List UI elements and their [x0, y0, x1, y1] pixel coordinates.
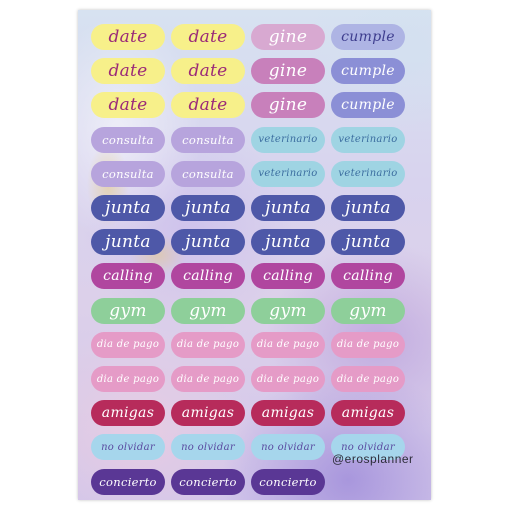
sticker-label: no olvidar	[331, 434, 405, 461]
sticker-label: junta	[171, 195, 245, 221]
sticker-label: date	[171, 24, 245, 50]
sticker-label: junta	[251, 229, 325, 256]
sticker-label: junta	[251, 195, 325, 221]
sticker-label: consulta	[91, 160, 165, 187]
sticker-label: junta	[331, 195, 405, 221]
sticker-label: dia de pago	[91, 366, 165, 392]
sticker-label: calling	[171, 263, 245, 290]
sticker-label: calling	[251, 263, 325, 290]
sticker-label: no olvidar	[91, 434, 165, 461]
brand-handle: @erosplanner	[332, 452, 414, 466]
sticker-label: calling	[91, 263, 165, 290]
sticker-label: veterinario	[251, 126, 325, 153]
sticker-label: date	[91, 92, 165, 119]
sticker-label: veterinario	[331, 160, 405, 187]
sticker-label: junta	[91, 195, 165, 221]
sticker-label: calling	[331, 263, 405, 290]
sticker-label: dia de pago	[331, 331, 405, 358]
sticker-label: gym	[171, 297, 245, 324]
sticker-label: no olvidar	[171, 434, 245, 461]
sticker-label: junta	[91, 229, 165, 256]
sticker-label: gine	[251, 24, 325, 50]
sticker-label: dia de pago	[331, 366, 405, 392]
sticker-label: dia de pago	[171, 366, 245, 392]
sticker-label: gym	[331, 297, 405, 324]
sticker-label: cumple	[331, 92, 405, 119]
sticker-label: amigas	[171, 400, 245, 427]
sticker-label: gine	[251, 58, 325, 85]
sticker-label: concierto	[91, 468, 165, 495]
sticker-label: junta	[171, 229, 245, 256]
sticker-label: cumple	[331, 24, 405, 50]
sticker-label: date	[91, 58, 165, 85]
sticker-label: dia de pago	[91, 331, 165, 358]
sticker-label: consulta	[171, 126, 245, 153]
sticker-label: date	[171, 92, 245, 119]
sticker-label: date	[171, 58, 245, 85]
sticker-label: consulta	[91, 126, 165, 153]
sticker-label: gym	[91, 297, 165, 324]
sticker-label: cumple	[331, 58, 405, 85]
sticker-label: gine	[251, 92, 325, 119]
sticker-label: dia de pago	[171, 331, 245, 358]
sticker-label: amigas	[251, 400, 325, 427]
sticker-label: veterinario	[251, 160, 325, 187]
sticker-label: amigas	[331, 400, 405, 427]
sticker-label: consulta	[171, 160, 245, 187]
sticker-label: junta	[331, 229, 405, 256]
sticker-label: concierto	[251, 468, 325, 495]
sticker-label: dia de pago	[251, 331, 325, 358]
sticker-label: concierto	[171, 468, 245, 495]
sticker-label: date	[91, 24, 165, 50]
sticker-label: gym	[251, 297, 325, 324]
sticker-label: no olvidar	[251, 434, 325, 461]
sticker-label: amigas	[91, 400, 165, 427]
sticker-label: dia de pago	[251, 366, 325, 392]
sticker-label: veterinario	[331, 126, 405, 153]
